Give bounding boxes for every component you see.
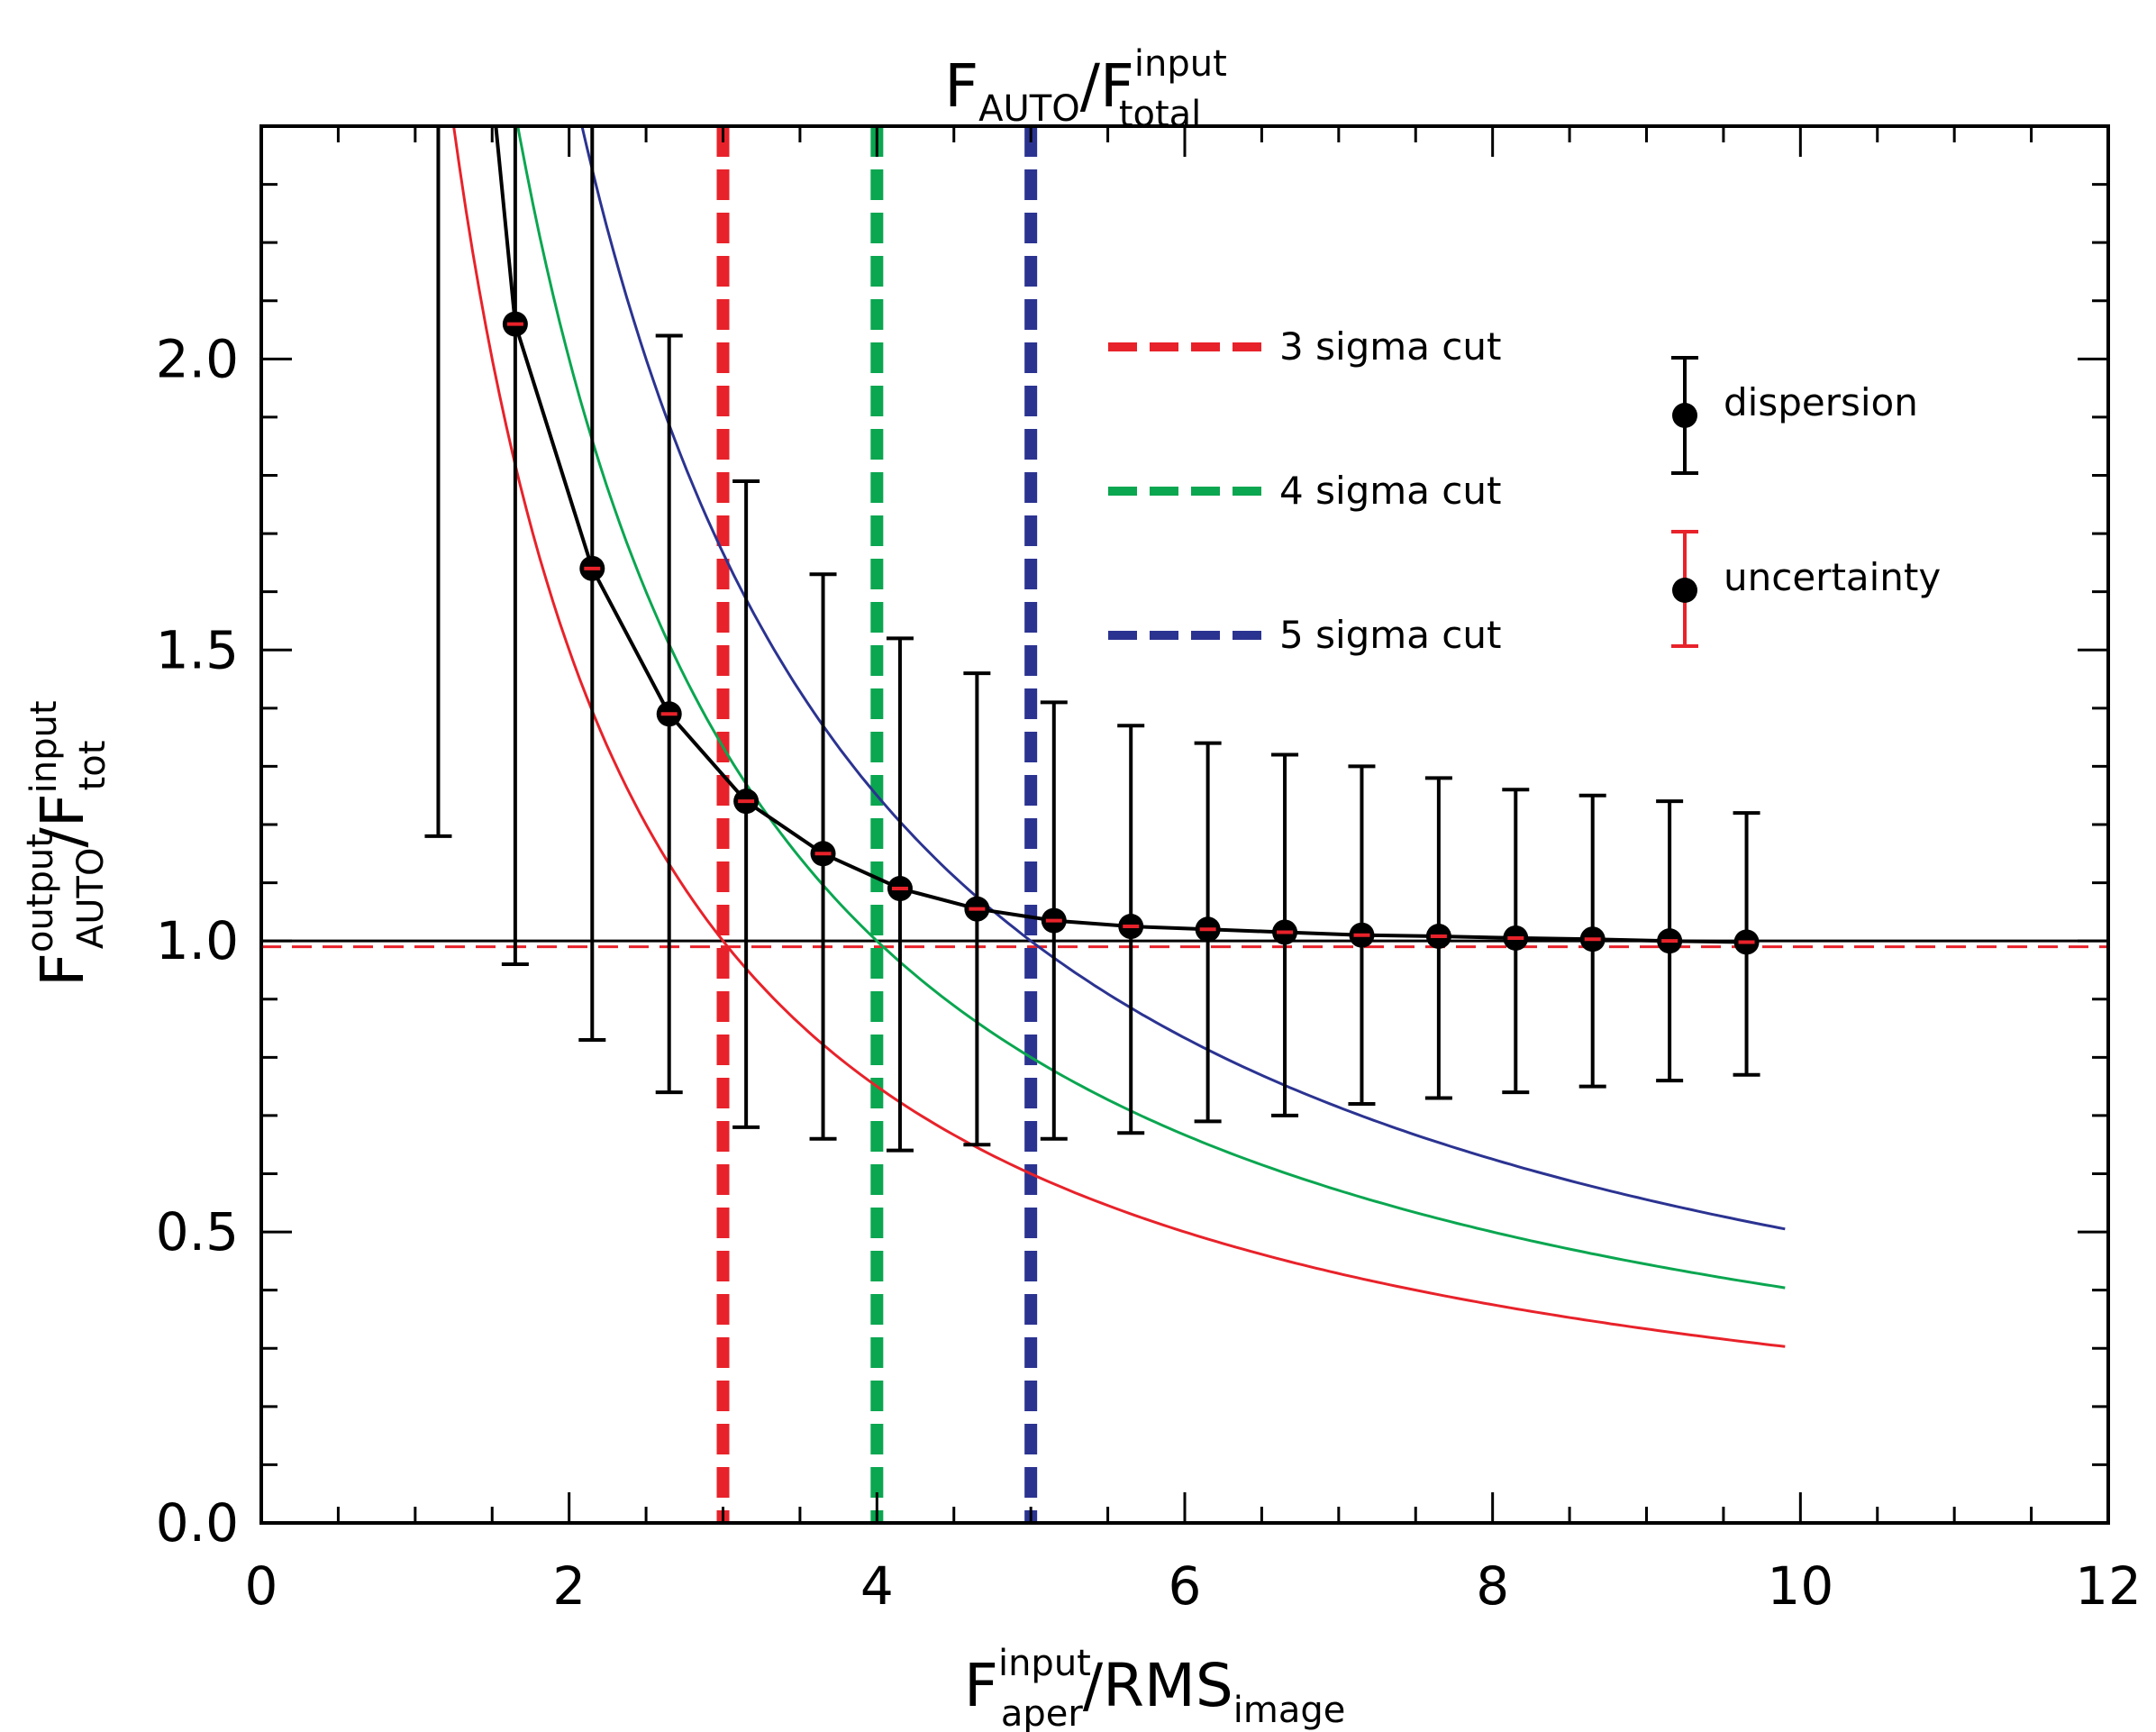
legend-markers: dispersion uncertainty: [1671, 356, 1941, 648]
legend-cut-label-3: 3 sigma cut: [1279, 324, 1501, 369]
legend-cut-label-5: 5 sigma cut: [1279, 613, 1501, 657]
y-tick-label: 2.0: [156, 328, 239, 389]
x-tick-label: 10: [1767, 1555, 1833, 1617]
title-main: F: [944, 51, 978, 121]
ylabel-main: F: [28, 953, 97, 987]
legend-cut-label-4: 4 sigma cut: [1279, 469, 1501, 513]
legend-sigma-cuts: 3 sigma cut 4 sigma cut 5 sigma cut: [1108, 324, 1501, 657]
main-series: [494, 126, 1760, 955]
legend-dispersion-dot: [1672, 403, 1697, 428]
main-series-line: [494, 126, 1747, 944]
title-sub: AUTO: [978, 88, 1080, 130]
curve-4-over-x: [516, 126, 1786, 1290]
ylabel-sep: /F: [28, 793, 97, 847]
ylabel-sub: AUTO: [70, 848, 112, 950]
legend-uncertainty-dot: [1672, 578, 1697, 603]
x-tick-label: 12: [2075, 1555, 2142, 1617]
title-sep: /F: [1080, 51, 1134, 121]
xlabel-main: F: [964, 1651, 998, 1720]
sigma-cut-lines: [716, 126, 1038, 1523]
x-tick-label: 8: [1476, 1555, 1509, 1617]
error-bars: [424, 126, 1760, 1153]
axis-ticks: [259, 124, 2110, 1525]
xlabel-sub2: image: [1233, 1690, 1346, 1731]
x-tick-label: 0: [245, 1555, 278, 1617]
x-tick-label: 4: [860, 1555, 894, 1617]
xlabel-sep: /RMS: [1083, 1651, 1233, 1720]
x-tick-label: 2: [552, 1555, 586, 1617]
title-sup: input: [1134, 43, 1227, 85]
legend-dispersion-label: dispersion: [1724, 380, 1918, 424]
ylabel-sup: output: [20, 834, 61, 953]
curve-5-over-x: [580, 126, 1786, 1231]
curve-3-over-x: [452, 126, 1786, 1348]
xlabel-sub: aper: [1001, 1693, 1084, 1732]
ylabel-sup2: input: [23, 700, 65, 793]
x-tick-label: 6: [1169, 1555, 1202, 1617]
y-tick-label: 1.0: [156, 910, 239, 971]
x-axis-label: Finput aper/RMSimage: [964, 1643, 1345, 1732]
chart-title: FAUTO/Finput total: [944, 43, 1227, 135]
plot-frame: [259, 124, 2110, 1525]
xlabel-sup: input: [998, 1643, 1091, 1684]
legend-uncertainty-label: uncertainty: [1724, 555, 1941, 599]
title-sub2: total: [1119, 94, 1201, 135]
y-axis-label: Foutput AUTO/Finput tot: [20, 700, 114, 987]
y-tick-label: 0.5: [156, 1201, 239, 1263]
y-tick-label: 0.0: [156, 1492, 239, 1554]
ylabel-sub2: tot: [72, 741, 114, 791]
reference-lines: [261, 939, 2108, 949]
axis-tick-labels: 0 2 4 6 8 10 12 0.0 0.5 1.0 1.5 2.0: [156, 328, 2142, 1617]
y-tick-label: 1.5: [156, 619, 239, 680]
